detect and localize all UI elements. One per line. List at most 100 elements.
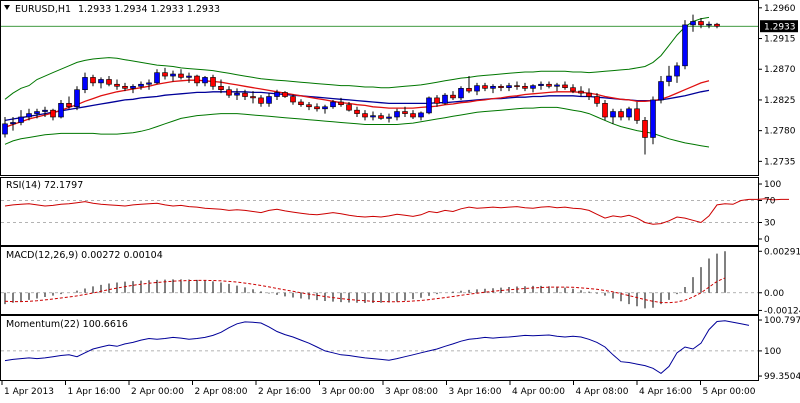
candle[interactable]: [274, 89, 280, 100]
candle[interactable]: [242, 89, 248, 100]
candle[interactable]: [106, 76, 112, 87]
candle[interactable]: [386, 113, 392, 123]
candle[interactable]: [466, 76, 472, 94]
candle[interactable]: [314, 103, 320, 112]
candle[interactable]: [290, 94, 296, 105]
candle[interactable]: [578, 86, 584, 97]
candle[interactable]: [482, 82, 488, 92]
candle[interactable]: [322, 104, 328, 114]
candle[interactable]: [306, 101, 312, 111]
candle[interactable]: [282, 91, 288, 98]
candle[interactable]: [610, 108, 616, 124]
candle[interactable]: [82, 72, 88, 94]
candle[interactable]: [562, 81, 568, 90]
candle[interactable]: [50, 108, 56, 121]
candle[interactable]: [90, 74, 96, 87]
candle[interactable]: [354, 106, 360, 117]
candle[interactable]: [10, 117, 16, 131]
candle[interactable]: [34, 108, 40, 119]
candle[interactable]: [330, 99, 336, 109]
candle[interactable]: [138, 81, 144, 90]
candle[interactable]: [570, 84, 576, 94]
candle[interactable]: [498, 84, 504, 92]
candle[interactable]: [202, 76, 208, 87]
candle[interactable]: [666, 65, 672, 87]
candle[interactable]: [114, 79, 120, 90]
candle[interactable]: [450, 91, 456, 100]
candle[interactable]: [506, 82, 512, 92]
candle[interactable]: [554, 82, 560, 92]
candle[interactable]: [442, 93, 448, 105]
candle[interactable]: [362, 110, 368, 121]
candle[interactable]: [370, 111, 376, 121]
candle[interactable]: [26, 108, 32, 121]
candle[interactable]: [458, 86, 464, 100]
candle[interactable]: [194, 74, 200, 87]
candle[interactable]: [266, 93, 272, 107]
candle[interactable]: [58, 99, 64, 119]
candle[interactable]: [618, 108, 624, 121]
candle-body: [210, 77, 216, 87]
price-panel[interactable]: [1, 14, 758, 155]
candle[interactable]: [490, 84, 496, 94]
candle[interactable]: [98, 77, 104, 89]
macd-panel[interactable]: [1, 251, 758, 309]
candle[interactable]: [42, 106, 48, 117]
candle[interactable]: [674, 62, 680, 83]
candle[interactable]: [258, 95, 264, 107]
candle[interactable]: [250, 91, 256, 104]
candle-body: [402, 111, 408, 114]
candle[interactable]: [546, 81, 552, 89]
candle[interactable]: [66, 96, 72, 109]
candle[interactable]: [706, 21, 712, 29]
candle[interactable]: [410, 110, 416, 120]
candle[interactable]: [122, 82, 128, 92]
candle[interactable]: [210, 74, 216, 90]
candle[interactable]: [162, 67, 168, 80]
candle[interactable]: [170, 70, 176, 82]
candle[interactable]: [154, 69, 160, 85]
candle-body: [170, 73, 176, 77]
candle[interactable]: [602, 99, 608, 121]
candle[interactable]: [642, 117, 648, 155]
candle[interactable]: [634, 101, 640, 124]
candle[interactable]: [474, 82, 480, 96]
candle[interactable]: [130, 84, 136, 94]
candle[interactable]: [226, 86, 232, 98]
candle[interactable]: [594, 93, 600, 107]
candle[interactable]: [394, 108, 400, 121]
candle[interactable]: [234, 88, 240, 100]
candle[interactable]: [658, 76, 664, 104]
momentum-panel[interactable]: [1, 320, 758, 375]
candle[interactable]: [586, 88, 592, 100]
candle[interactable]: [434, 95, 440, 107]
candle[interactable]: [682, 20, 688, 70]
rsi-panel[interactable]: [1, 198, 789, 225]
candle[interactable]: [146, 79, 152, 90]
candle[interactable]: [378, 112, 384, 120]
candle[interactable]: [418, 111, 424, 121]
candle[interactable]: [426, 96, 432, 115]
candle[interactable]: [626, 106, 632, 121]
triangle-down-icon[interactable]: [4, 5, 10, 10]
candle[interactable]: [522, 82, 528, 92]
candle[interactable]: [338, 97, 344, 107]
candle[interactable]: [2, 117, 8, 138]
candle[interactable]: [514, 81, 520, 90]
candle[interactable]: [690, 14, 696, 32]
candle[interactable]: [714, 22, 720, 29]
candle[interactable]: [698, 18, 704, 29]
candle[interactable]: [186, 72, 192, 83]
candle[interactable]: [402, 106, 408, 117]
candle[interactable]: [18, 110, 24, 126]
candle[interactable]: [538, 81, 544, 90]
candle[interactable]: [346, 101, 352, 112]
candle[interactable]: [178, 69, 184, 80]
candle[interactable]: [530, 84, 536, 93]
candle[interactable]: [298, 99, 304, 107]
candle[interactable]: [74, 86, 80, 111]
candle[interactable]: [650, 96, 656, 145]
candle[interactable]: [218, 79, 224, 94]
